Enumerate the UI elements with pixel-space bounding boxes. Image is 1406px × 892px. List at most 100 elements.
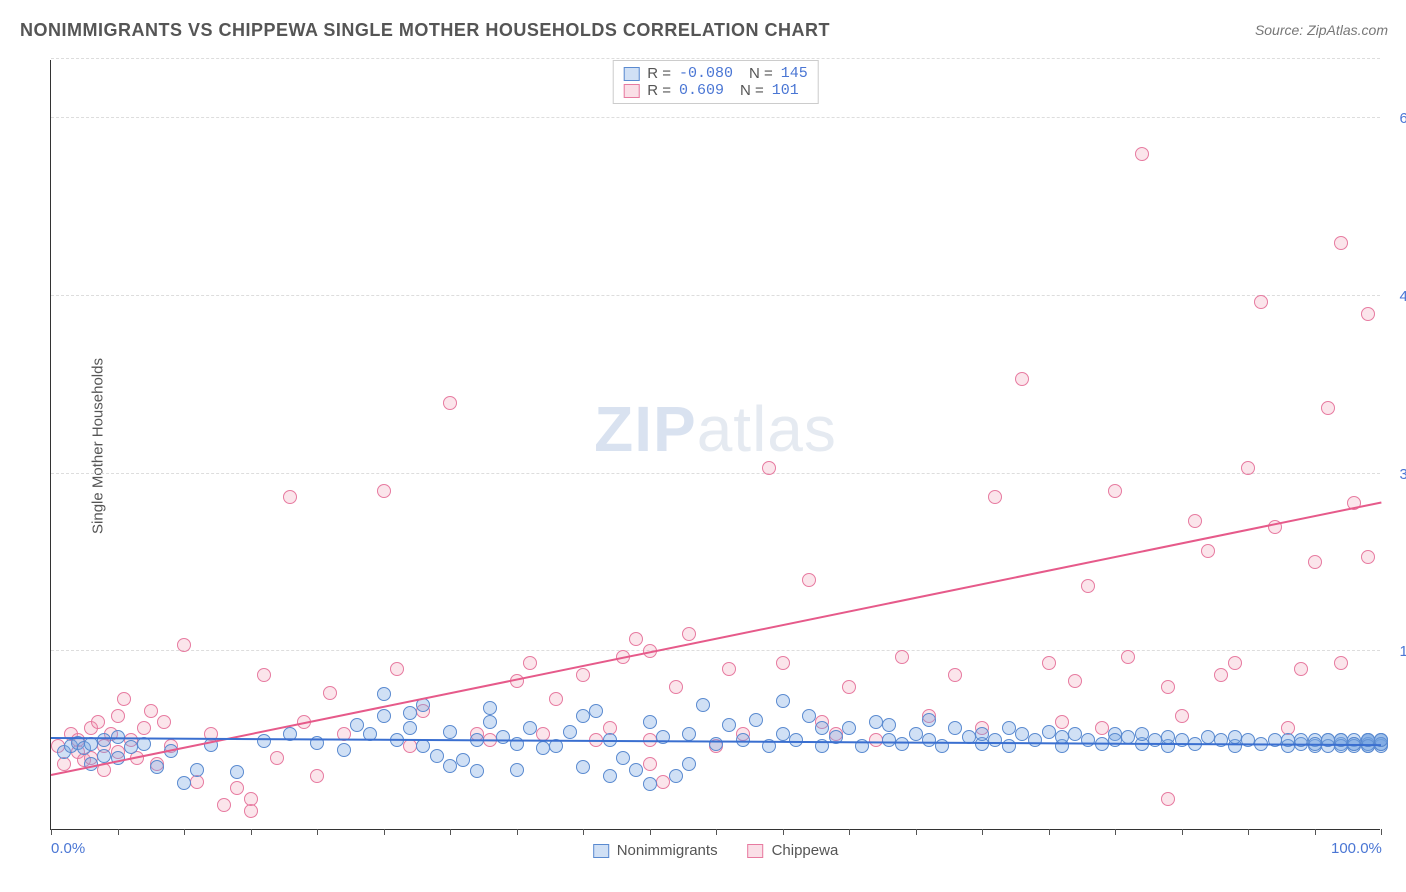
scatter-point — [895, 650, 909, 664]
x-tick-mark — [783, 829, 784, 835]
scatter-point — [629, 632, 643, 646]
scatter-point — [257, 668, 271, 682]
scatter-point — [776, 656, 790, 670]
x-tick-mark — [184, 829, 185, 835]
scatter-point — [576, 668, 590, 682]
scatter-point — [523, 721, 537, 735]
scatter-point — [1135, 727, 1149, 741]
scatter-point — [1108, 484, 1122, 498]
scatter-point — [842, 721, 856, 735]
scatter-point — [91, 715, 105, 729]
stats-row-1: R = -0.080 N = 145 — [623, 65, 808, 82]
x-tick-mark — [517, 829, 518, 835]
scatter-point — [217, 798, 231, 812]
x-tick-mark — [916, 829, 917, 835]
scatter-point — [762, 461, 776, 475]
scatter-point — [1228, 730, 1242, 744]
scatter-point — [257, 734, 271, 748]
x-tick-mark — [1182, 829, 1183, 835]
scatter-point — [1121, 650, 1135, 664]
scatter-point — [988, 490, 1002, 504]
scatter-point — [616, 751, 630, 765]
stats-row-2: R = 0.609 N = 101 — [623, 82, 808, 99]
swatch-blue-icon — [593, 844, 609, 858]
scatter-point — [1188, 514, 1202, 528]
scatter-point — [337, 743, 351, 757]
scatter-point — [483, 715, 497, 729]
scatter-point — [1321, 401, 1335, 415]
scatter-point — [1042, 656, 1056, 670]
x-tick-mark — [118, 829, 119, 835]
scatter-point — [643, 757, 657, 771]
scatter-point — [722, 662, 736, 676]
gridline — [51, 295, 1380, 296]
scatter-point — [1148, 733, 1162, 747]
scatter-point — [1068, 727, 1082, 741]
scatter-point — [656, 775, 670, 789]
scatter-point — [390, 662, 404, 676]
scatter-point — [150, 760, 164, 774]
y-tick-label: 60.0% — [1399, 110, 1406, 127]
scatter-point — [350, 718, 364, 732]
scatter-point — [563, 725, 577, 739]
scatter-point — [1095, 721, 1109, 735]
scatter-point — [1015, 372, 1029, 386]
scatter-point — [669, 680, 683, 694]
scatter-point — [722, 718, 736, 732]
x-tick-mark — [1248, 829, 1249, 835]
scatter-point — [496, 730, 510, 744]
scatter-point — [776, 727, 790, 741]
scatter-point — [643, 777, 657, 791]
scatter-point — [1055, 715, 1069, 729]
bottom-legend: Nonimmigrants Chippewa — [593, 842, 839, 859]
x-tick-mark — [317, 829, 318, 835]
scatter-point — [403, 739, 417, 753]
scatter-point — [1308, 555, 1322, 569]
chart-title: NONIMMIGRANTS VS CHIPPEWA SINGLE MOTHER … — [20, 20, 830, 41]
x-tick-mark — [251, 829, 252, 835]
x-tick-mark — [1049, 829, 1050, 835]
y-tick-label: 15.0% — [1399, 643, 1406, 660]
scatter-point — [456, 753, 470, 767]
scatter-point — [682, 757, 696, 771]
x-tick-mark — [450, 829, 451, 835]
x-tick-mark — [982, 829, 983, 835]
scatter-point — [443, 759, 457, 773]
scatter-point — [1028, 733, 1042, 747]
scatter-point — [111, 709, 125, 723]
scatter-point — [802, 709, 816, 723]
scatter-point — [97, 749, 111, 763]
scatter-point — [523, 656, 537, 670]
scatter-point — [643, 715, 657, 729]
scatter-point — [97, 733, 111, 747]
scatter-point — [682, 627, 696, 641]
scatter-point — [1201, 730, 1215, 744]
scatter-point — [310, 769, 324, 783]
scatter-point — [1241, 461, 1255, 475]
scatter-point — [1334, 656, 1348, 670]
y-tick-label: 45.0% — [1399, 288, 1406, 305]
scatter-point — [1121, 730, 1135, 744]
scatter-point — [177, 638, 191, 652]
scatter-point — [682, 727, 696, 741]
scatter-point — [669, 769, 683, 783]
scatter-point — [603, 769, 617, 783]
gridline — [51, 117, 1380, 118]
scatter-point — [802, 573, 816, 587]
scatter-point — [629, 763, 643, 777]
x-tick-mark — [1315, 829, 1316, 835]
scatter-point — [124, 740, 138, 754]
scatter-point — [696, 698, 710, 712]
scatter-point — [536, 741, 550, 755]
scatter-point — [842, 680, 856, 694]
scatter-point — [144, 704, 158, 718]
scatter-point — [470, 764, 484, 778]
stats-legend-box: R = -0.080 N = 145 R = 0.609 N = 101 — [612, 60, 819, 104]
scatter-point — [1201, 544, 1215, 558]
scatter-point — [403, 721, 417, 735]
scatter-point — [1042, 725, 1056, 739]
scatter-point — [443, 396, 457, 410]
scatter-point — [576, 709, 590, 723]
scatter-point — [244, 792, 258, 806]
scatter-point — [117, 692, 131, 706]
